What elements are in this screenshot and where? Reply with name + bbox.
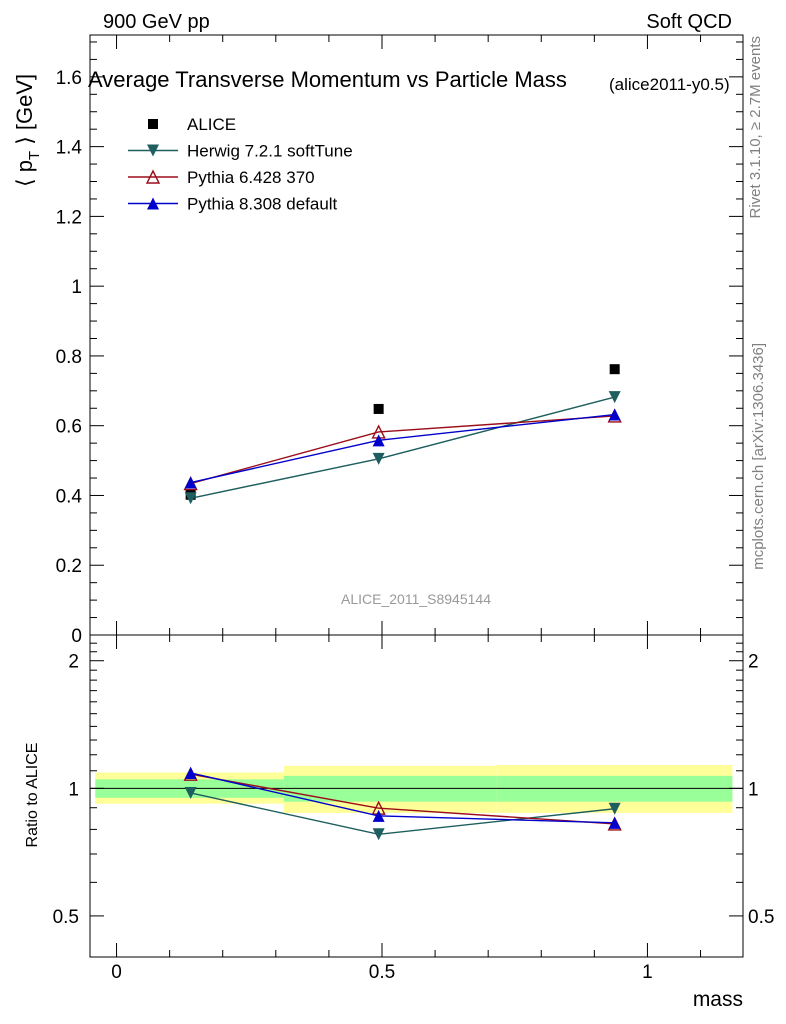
- ratio-plot-panel: 0.5 0.5 1 1 2 2 0 0.5 1 Ratio to ALICE: [24, 634, 774, 983]
- data-point-herwig: [184, 492, 197, 505]
- data-point-herwig: [372, 452, 385, 465]
- legend-label: Herwig 7.2.1 softTune: [187, 142, 353, 161]
- ratio-line-pythia6: [190, 773, 615, 825]
- ratio-point-pythia8: [184, 766, 197, 779]
- ratio-point-herwig: [184, 786, 197, 799]
- data-point-pythia8: [372, 434, 385, 447]
- legend-label: ALICE: [187, 115, 236, 134]
- series-line-herwig: [190, 396, 615, 499]
- legend-item-data: ALICE: [148, 115, 236, 134]
- y-tick-label: 0.6: [56, 417, 82, 438]
- legend-label: Pythia 8.308 default: [187, 195, 338, 214]
- watermark-label: ALICE_2011_S8945144: [341, 591, 491, 607]
- ratio-point-pythia8: [608, 816, 621, 829]
- ratio-series-pythia8: [184, 766, 621, 829]
- legend-marker: [148, 119, 158, 129]
- y-axis-label-open: ⟨ p: [12, 160, 37, 187]
- data-point-pythia8: [184, 476, 197, 489]
- series-pythia8: [184, 408, 621, 489]
- ratio-frame: [89, 634, 744, 958]
- ratio-y-tick-label: 2: [68, 652, 79, 673]
- svg-text:⟨ pT ⟩ [GeV]: ⟨ pT ⟩ [GeV]: [12, 74, 43, 187]
- ratio-point-pythia8: [372, 809, 385, 822]
- rivet-version-label: Rivet 3.1.10, ≥ 2.7M events: [747, 36, 764, 219]
- y-tick-label: 0: [71, 626, 82, 647]
- ratio-series-herwig: [184, 786, 621, 841]
- series-line-pythia6: [190, 415, 615, 485]
- series-data: [185, 364, 620, 500]
- y-axis-label-sub: T: [26, 151, 43, 160]
- y-tick-label: 1: [71, 277, 82, 298]
- ratio-y-tick-label-right: 2: [748, 652, 759, 673]
- series-herwig: [184, 391, 621, 505]
- data-point-data: [609, 364, 620, 375]
- ratio-y-tick-label: 1: [68, 779, 79, 800]
- y-tick-label: 0.2: [56, 556, 82, 577]
- plot-title: Average Transverse Momentum vs Particle …: [88, 67, 567, 92]
- main-plot-panel: 0 0.2 0.4 0.6 0.8 1 1.2 1.4 1.6 ALICE_2011_S8945…: [12, 34, 744, 647]
- data-point-pythia8: [608, 408, 621, 421]
- legend-marker: [145, 169, 161, 184]
- legend-item-pythia6: Pythia 6.428 370: [128, 168, 315, 187]
- header-right-label: Soft QCD: [646, 11, 732, 33]
- ratio-y-tick-label-right: 1: [748, 779, 759, 800]
- legend-item-pythia8: Pythia 8.308 default: [128, 195, 338, 214]
- series-line-pythia8: [190, 413, 615, 484]
- ratio-point-herwig: [608, 802, 621, 815]
- legend-marker: [147, 144, 159, 157]
- plot-title-tag: (alice2011-y0.5): [609, 75, 730, 94]
- y-tick-label: 1.6: [56, 68, 82, 89]
- y-axis-label-close: ⟩ [GeV]: [12, 74, 37, 151]
- legend-item-herwig: Herwig 7.2.1 softTune: [128, 142, 353, 161]
- y-tick-label: 1.2: [56, 207, 82, 228]
- y-tick-label: 0.8: [56, 347, 82, 368]
- mcplots-label: mcplots.cern.ch [arXiv:1306.3436]: [750, 343, 767, 570]
- series-pythia6: [183, 408, 622, 491]
- header-left-label: 900 GeV pp: [103, 11, 210, 33]
- x-tick-label: 0: [111, 962, 122, 983]
- x-tick-label: 1: [642, 962, 653, 983]
- ratio-y-tick-label-right: 0.5: [748, 907, 774, 928]
- ratio-y-tick-label: 0.5: [53, 907, 79, 928]
- ratio-y-axis-label: Ratio to ALICE: [24, 743, 41, 848]
- y-axis-label: ⟨ pT ⟩ [GeV]: [12, 74, 43, 187]
- y-tick-label: 1.4: [56, 138, 83, 159]
- data-point-data: [373, 403, 384, 414]
- ratio-point-herwig: [372, 828, 385, 841]
- legend: ALICE Herwig 7.2.1 softTune Pythia 6.428 3…: [128, 115, 353, 214]
- x-tick-label: 0.5: [369, 962, 395, 983]
- y-tick-label: 0.4: [56, 486, 83, 507]
- data-point-herwig: [608, 391, 621, 404]
- x-axis-label: mass: [693, 988, 743, 1011]
- legend-marker: [147, 197, 159, 210]
- legend-label: Pythia 6.428 370: [187, 168, 315, 187]
